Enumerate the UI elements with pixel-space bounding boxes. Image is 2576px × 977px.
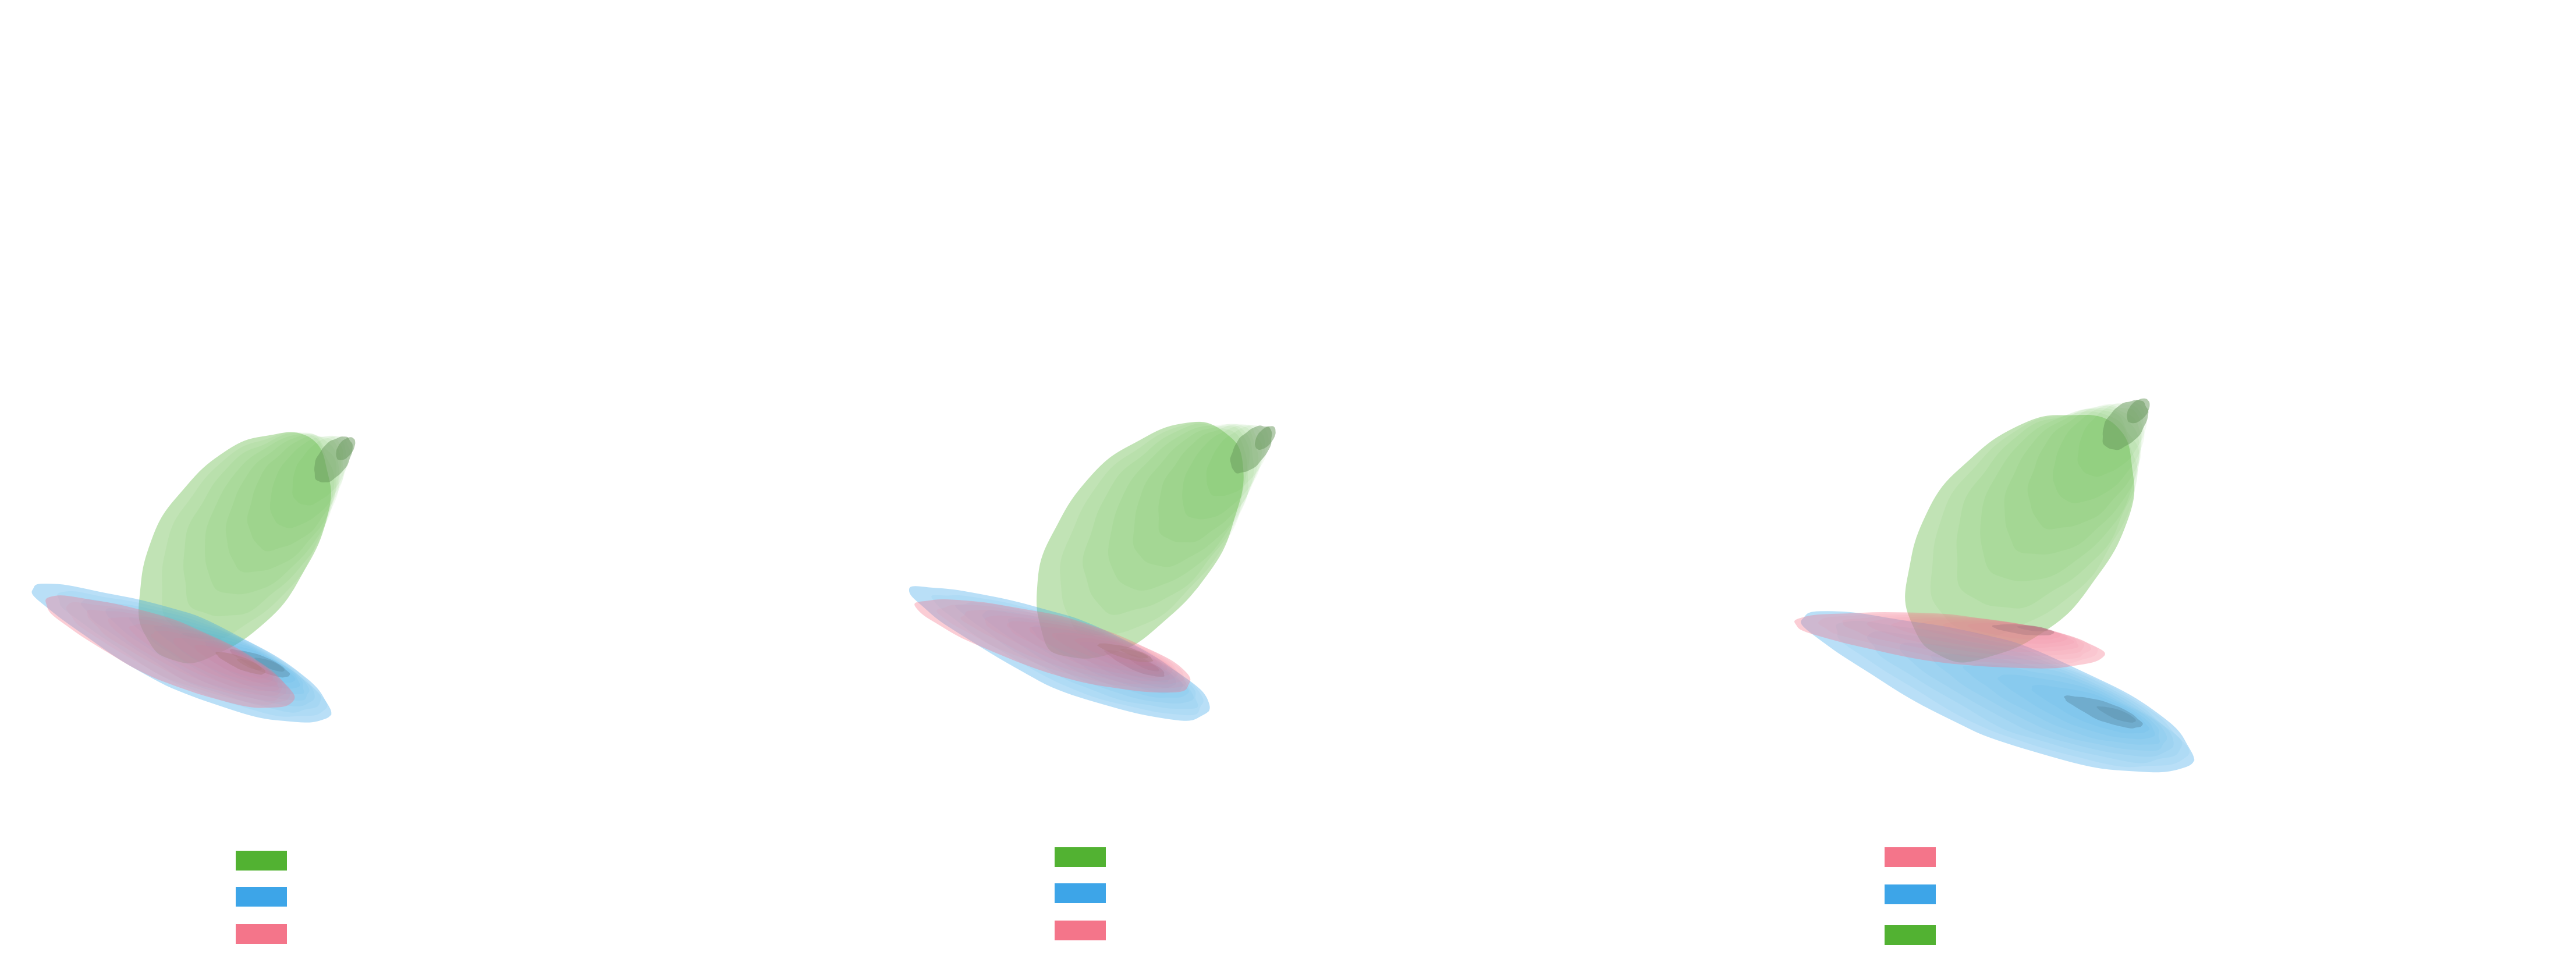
density-level bbox=[1931, 653, 2167, 751]
density-level bbox=[1980, 408, 2140, 581]
density-level bbox=[45, 595, 295, 708]
density-level bbox=[31, 583, 332, 723]
density-level bbox=[183, 432, 337, 617]
density-series bbox=[914, 599, 1191, 693]
density-level bbox=[1255, 426, 1276, 450]
density-level bbox=[1007, 617, 1189, 698]
density-level bbox=[1899, 642, 2174, 757]
density-level bbox=[2127, 398, 2150, 424]
density-level bbox=[1867, 631, 2183, 763]
density-level bbox=[1905, 414, 2135, 663]
legend-swatch bbox=[236, 924, 287, 944]
legend-swatch bbox=[1055, 883, 1106, 903]
density-level bbox=[225, 434, 342, 573]
density-level bbox=[336, 437, 356, 460]
density-level bbox=[2017, 626, 2048, 631]
density-level bbox=[1029, 627, 1168, 674]
density-level bbox=[1006, 621, 1173, 678]
density-level bbox=[2096, 706, 2136, 723]
density-level bbox=[1963, 664, 2160, 745]
density-level bbox=[1930, 411, 2138, 637]
density-level bbox=[138, 432, 331, 663]
density-level bbox=[229, 649, 290, 678]
density-series bbox=[138, 432, 356, 663]
density-level bbox=[237, 659, 262, 670]
density-level bbox=[215, 652, 266, 675]
density-panel bbox=[909, 421, 1276, 940]
density-level bbox=[931, 595, 1204, 716]
density-series bbox=[1794, 612, 2105, 669]
density-level bbox=[1801, 611, 2195, 773]
density-level bbox=[1104, 650, 1165, 677]
density-series bbox=[1801, 611, 2195, 773]
density-level bbox=[1060, 422, 1247, 636]
legend-swatch bbox=[1885, 847, 1936, 867]
density-series bbox=[45, 595, 295, 708]
density-level bbox=[1120, 649, 1148, 659]
density-series bbox=[31, 583, 332, 723]
density-level bbox=[81, 599, 321, 713]
density-level bbox=[87, 609, 287, 701]
density-series bbox=[909, 586, 1210, 721]
density-level bbox=[254, 658, 285, 672]
density-level bbox=[57, 591, 328, 717]
density-series bbox=[1036, 421, 1276, 659]
legend-swatch bbox=[1885, 925, 1936, 945]
density-panel bbox=[1794, 398, 2195, 945]
density-level bbox=[1133, 424, 1259, 567]
density-level bbox=[1129, 658, 1159, 672]
density-level bbox=[108, 617, 283, 696]
density-level bbox=[1956, 408, 2139, 609]
density-series bbox=[1905, 398, 2150, 663]
density-level bbox=[1031, 625, 1183, 694]
density-level bbox=[66, 602, 291, 705]
density-panels bbox=[31, 398, 2195, 945]
density-level bbox=[129, 617, 310, 701]
density-level bbox=[162, 432, 335, 640]
density-level bbox=[1836, 620, 2190, 768]
density-level bbox=[914, 599, 1191, 693]
legend-swatch bbox=[236, 887, 287, 907]
legend-swatch bbox=[236, 851, 287, 871]
density-level bbox=[909, 586, 1210, 721]
density-level bbox=[1108, 424, 1254, 591]
density-level bbox=[150, 631, 278, 687]
legend-swatch bbox=[1055, 847, 1106, 867]
density-level bbox=[1036, 421, 1244, 659]
density-level bbox=[982, 610, 1194, 704]
density-level bbox=[936, 605, 1187, 689]
density-panel bbox=[31, 432, 356, 944]
density-level bbox=[955, 602, 1198, 709]
density-level bbox=[105, 608, 315, 707]
density-level bbox=[205, 433, 339, 595]
density-level bbox=[1083, 423, 1250, 615]
legend-swatch bbox=[1885, 884, 1936, 904]
legend-swatch bbox=[1055, 921, 1106, 940]
density-level bbox=[129, 624, 279, 691]
density-level bbox=[985, 615, 1178, 681]
density-level bbox=[960, 609, 1184, 685]
